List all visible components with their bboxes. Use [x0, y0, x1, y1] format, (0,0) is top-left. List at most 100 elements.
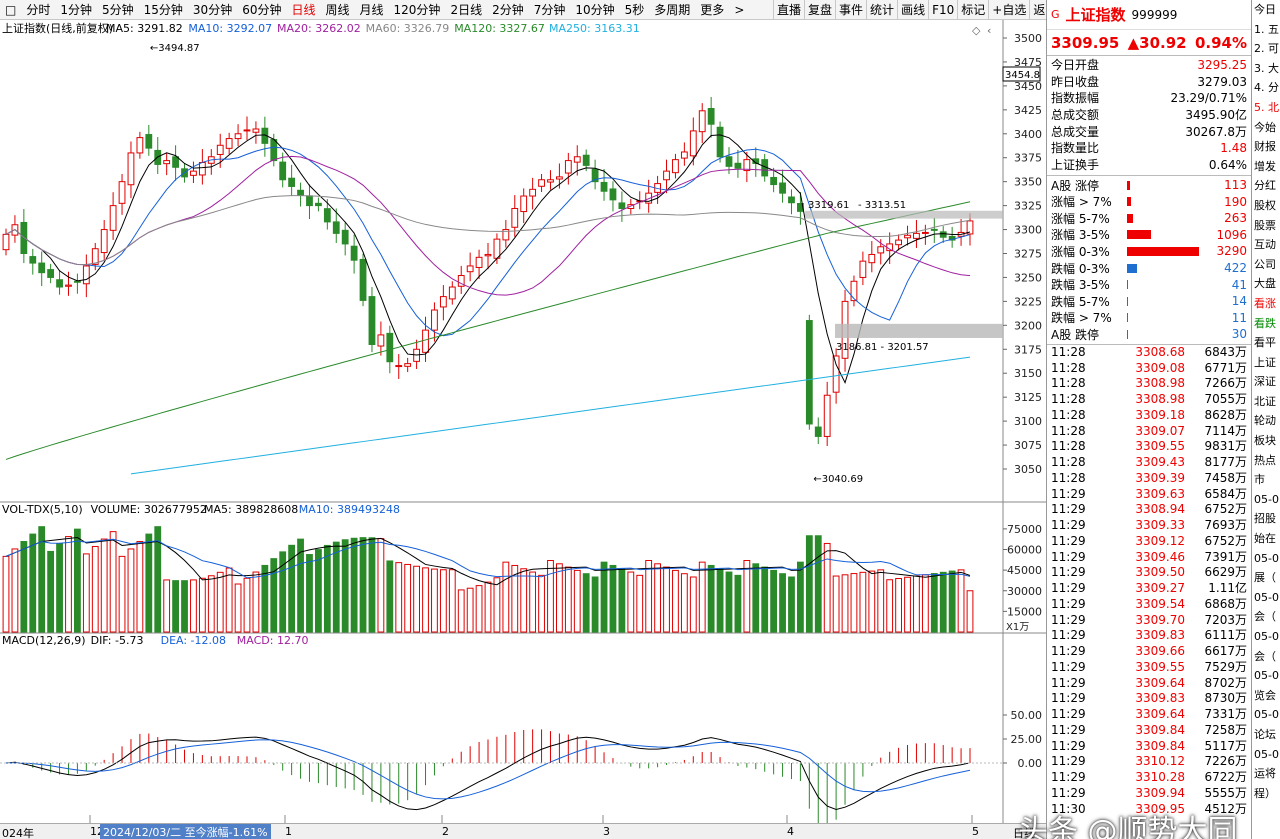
period-tab[interactable]: 15分钟 [143, 2, 183, 17]
side-strip[interactable]: 今日 1. 五 2. 可 3. 大 4. 分 5. 北今始财报增发分红股权股票互动公司大盘… [1251, 0, 1280, 839]
side-strip-item[interactable]: 1. 五 [1254, 22, 1279, 36]
side-strip-item[interactable]: 招股 [1254, 512, 1276, 526]
volume-bar [725, 571, 733, 633]
period-tab[interactable]: 10分钟 [575, 2, 615, 17]
tick-price: 3309.55 [1135, 659, 1185, 674]
side-strip-item[interactable]: 市 [1254, 473, 1265, 487]
side-strip-item[interactable]: 板块 [1254, 434, 1276, 448]
tick-time: 11:29 [1051, 722, 1086, 737]
stat-label: 总成交量 [1051, 124, 1100, 139]
side-strip-item[interactable]: 05-0 [1254, 708, 1279, 722]
period-tab[interactable]: 多周期 [654, 2, 691, 17]
side-strip-item[interactable]: 2. 可 [1254, 42, 1279, 56]
price-tick-label: 3300 [1014, 224, 1042, 237]
date-axis-label: 5 [972, 825, 979, 838]
period-toolbar: □ 分时 1分钟 5分钟 15分钟 30分钟 60分钟 日线 周线 月线 120分钟 2日线 2分钟 7分… [0, 0, 1046, 20]
period-tab[interactable]: 7分钟 [533, 2, 566, 17]
candle-body [895, 239, 902, 246]
side-strip-item[interactable]: 增发 [1254, 159, 1276, 173]
volume-bar [323, 544, 331, 633]
side-strip-item[interactable]: 05-0 [1254, 630, 1279, 643]
function-button[interactable]: 复盘 [804, 0, 835, 20]
period-tab[interactable]: 更多 [700, 2, 725, 17]
side-strip-item[interactable]: 今始 [1254, 120, 1276, 134]
side-strip-item[interactable]: 财报 [1254, 140, 1276, 154]
ma120-line [5, 201, 971, 460]
period-tab[interactable]: 1分钟 [60, 2, 92, 17]
volume-bar [752, 563, 760, 633]
stat-value: 3279.03 [1197, 74, 1247, 89]
tick-volume: 7203万 [1204, 612, 1247, 627]
volume-bar [395, 562, 403, 633]
volume-bar [404, 563, 412, 633]
side-strip-item[interactable]: 展（ [1254, 571, 1276, 585]
function-button[interactable]: 画线 [897, 0, 928, 20]
side-strip-item[interactable]: 05-0 [1254, 669, 1279, 683]
side-strip-item[interactable]: 上证 [1254, 355, 1276, 369]
candle-body [315, 202, 322, 207]
price-tick-label: 3450 [1014, 80, 1042, 93]
period-tab[interactable]: 2日线 [450, 2, 483, 17]
tick-price: 3308.94 [1135, 502, 1185, 517]
volume-bar [11, 548, 19, 633]
side-strip-item[interactable]: 05-0 [1254, 492, 1279, 506]
side-strip-item[interactable]: 股票 [1254, 218, 1276, 232]
tick-volume: 8628万 [1204, 407, 1247, 422]
tick-price: 3308.68 [1135, 344, 1185, 359]
side-strip-item[interactable]: 今日 [1254, 3, 1276, 16]
period-tab[interactable]: 60分钟 [242, 2, 282, 17]
side-strip-item[interactable]: 互动 [1254, 238, 1276, 252]
volume-bar [29, 533, 37, 633]
period-tab[interactable]: 5秒 [624, 2, 645, 17]
period-tab[interactable]: 30分钟 [192, 2, 233, 17]
tick-list[interactable]: 11:28 3308.68 6843万 11:28 3309.08 6771万 11:28 3… [1047, 345, 1251, 818]
period-tab[interactable]: 日线 [291, 2, 316, 17]
price-tick-label: 3200 [1014, 319, 1042, 332]
side-strip-item[interactable]: 程） [1254, 786, 1276, 800]
tick-volume: 6722万 [1204, 770, 1247, 784]
candle-body [109, 205, 117, 231]
side-strip-item[interactable]: 公司 [1254, 257, 1276, 271]
function-button[interactable]: 统计 [866, 0, 897, 20]
side-strip-item[interactable]: 看平 [1254, 336, 1276, 350]
side-strip-item[interactable]: 看跌 [1254, 316, 1276, 330]
side-strip-item[interactable]: 4. 分 [1254, 81, 1279, 95]
period-tab[interactable]: 120分钟 [393, 2, 441, 17]
date-axis-label: 024年 [2, 827, 34, 839]
side-strip-item[interactable]: 热点 [1254, 453, 1276, 467]
period-tab[interactable]: 2分钟 [492, 2, 524, 17]
side-strip-item[interactable]: 股权 [1254, 198, 1276, 212]
side-strip-item[interactable]: 运将 [1254, 767, 1276, 781]
function-button[interactable]: 事件 [835, 0, 866, 20]
side-strip-item[interactable]: 深证 [1254, 375, 1276, 389]
side-strip-item[interactable]: 览会 [1254, 688, 1276, 702]
side-strip-item[interactable]: 会（ [1254, 649, 1276, 663]
period-tab[interactable]: 周线 [325, 2, 350, 17]
volume-bar [502, 561, 510, 633]
function-button[interactable]: 标记 [957, 0, 988, 20]
period-tab[interactable]: 月线 [359, 2, 384, 17]
function-button[interactable]: +自选 [988, 0, 1029, 20]
side-strip-item[interactable]: 5. 北 [1254, 100, 1279, 114]
side-strip-item[interactable]: 05-0 [1254, 590, 1279, 604]
more-arrow-icon[interactable]: > [734, 2, 745, 17]
side-strip-item[interactable]: 大盘 [1254, 277, 1276, 291]
function-button[interactable]: 直播 [773, 0, 804, 20]
price-change-pct: 0.94% [1194, 33, 1247, 52]
side-strip-item[interactable]: 05-0 [1254, 747, 1279, 761]
kline-chart[interactable]: 3500 3475 3450 3425 3400 3375 3350 3325 3300 3275… [0, 20, 1046, 823]
side-strip-item[interactable]: 会（ [1254, 610, 1276, 624]
side-strip-item[interactable]: 北证 [1254, 394, 1276, 408]
side-strip-item[interactable]: 始在 [1254, 532, 1276, 546]
side-strip-item[interactable]: 轮动 [1254, 414, 1276, 428]
side-strip-item[interactable]: 看涨 [1254, 296, 1276, 310]
side-strip-item[interactable]: 分红 [1254, 179, 1276, 193]
side-strip-item[interactable]: 论坛 [1254, 727, 1276, 741]
period-tab[interactable]: 5分钟 [102, 2, 134, 17]
function-button[interactable]: F10 [928, 0, 957, 20]
breadth-label: 涨幅 5-7% [1051, 211, 1110, 226]
tick-time: 11:28 [1051, 360, 1086, 375]
side-strip-item[interactable]: 05-0 [1254, 551, 1279, 565]
side-strip-item[interactable]: 3. 大 [1254, 61, 1279, 75]
period-tab[interactable]: 分时 [26, 2, 51, 17]
